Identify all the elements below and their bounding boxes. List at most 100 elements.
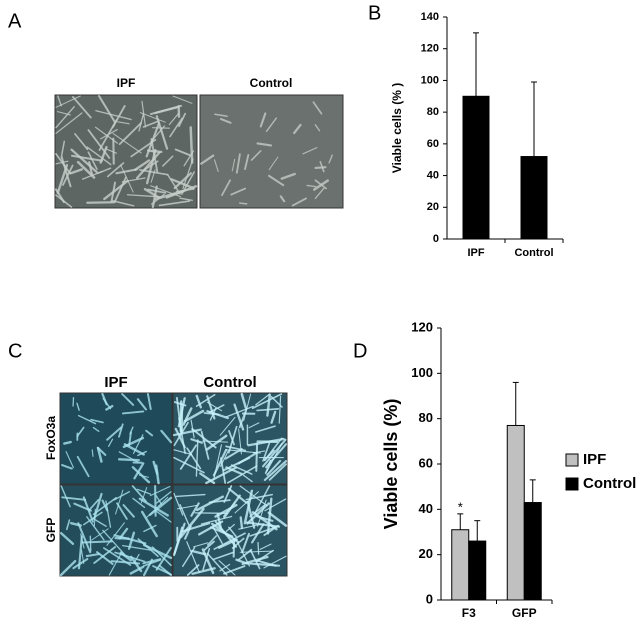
cell [57, 95, 62, 107]
cell [251, 393, 283, 410]
cell [186, 564, 200, 576]
cell [257, 541, 260, 555]
cell [94, 126, 118, 144]
cell [227, 487, 248, 504]
cell [203, 540, 215, 551]
cell [192, 542, 209, 548]
cell [230, 187, 246, 196]
cell [213, 551, 235, 560]
cell [65, 519, 71, 531]
cell [55, 112, 83, 134]
cell [266, 459, 282, 476]
image-column-label: Control [203, 374, 256, 391]
cell [250, 150, 262, 161]
cell [72, 557, 89, 570]
cell [60, 532, 75, 545]
cell [190, 438, 203, 444]
cell [121, 393, 135, 406]
cell [131, 485, 147, 503]
cell [152, 460, 159, 475]
cell [150, 138, 159, 173]
cell [117, 121, 130, 125]
cell [122, 504, 135, 518]
cell [191, 428, 217, 449]
cell [137, 538, 159, 558]
cell [263, 460, 288, 482]
cell [63, 440, 72, 445]
cell [155, 495, 163, 506]
y-tick-label: 120 [411, 319, 433, 334]
cell [201, 548, 215, 575]
cell [179, 444, 198, 470]
cell [60, 140, 66, 156]
cell [103, 179, 129, 201]
cell [256, 559, 277, 567]
cell [314, 187, 325, 200]
cell [88, 161, 94, 176]
cell [145, 429, 154, 437]
cell [239, 516, 244, 530]
cell [81, 540, 113, 544]
cell [225, 466, 243, 475]
cell [142, 558, 162, 565]
cell [214, 113, 228, 118]
cell [129, 555, 143, 573]
cell [133, 462, 145, 480]
cell [136, 398, 147, 411]
cell [90, 418, 104, 424]
cell [102, 529, 126, 556]
cell [155, 115, 169, 150]
cell [83, 511, 103, 526]
cell [225, 523, 235, 533]
cell [175, 493, 206, 498]
cell [213, 159, 219, 172]
image-row-label: FoxO3a [44, 416, 58, 460]
cell [112, 200, 135, 207]
cell [93, 508, 96, 527]
cell [139, 112, 166, 123]
cell [195, 495, 224, 512]
cell [118, 451, 138, 463]
cell [140, 487, 148, 504]
y-tick-label: 20 [419, 546, 433, 561]
cell [96, 446, 103, 463]
cell [115, 489, 124, 515]
cell [212, 525, 223, 544]
cell [249, 526, 278, 537]
bar [451, 529, 470, 601]
cell [154, 105, 180, 115]
cell [178, 112, 186, 128]
cell [224, 448, 243, 460]
cell [106, 426, 122, 441]
cell [205, 434, 228, 451]
cell [264, 498, 287, 512]
x-tick-label: Control [514, 247, 553, 259]
y-tick-label: 40 [419, 501, 433, 516]
cell [176, 504, 198, 510]
cell [200, 154, 215, 165]
cell [208, 499, 231, 504]
cell [101, 392, 108, 406]
cell [221, 179, 231, 197]
y-tick-label: 0 [433, 233, 439, 245]
cell [76, 426, 85, 438]
cell [131, 466, 151, 484]
cell [113, 491, 130, 501]
y-tick-label: 20 [427, 201, 439, 213]
cell [121, 410, 145, 415]
y-tick-label: 100 [411, 365, 433, 380]
x-tick-label: F3 [462, 606, 476, 620]
y-tick-label: 40 [427, 169, 439, 181]
cell [179, 197, 193, 202]
cell [112, 133, 142, 154]
cell [91, 528, 109, 541]
cell [152, 565, 172, 576]
cell [235, 153, 241, 174]
x-tick-label: GFP [512, 606, 537, 620]
cell [59, 559, 77, 577]
cell [239, 550, 274, 553]
cell [314, 166, 327, 169]
cell [115, 168, 138, 175]
cell [77, 414, 97, 425]
cell [143, 559, 162, 567]
